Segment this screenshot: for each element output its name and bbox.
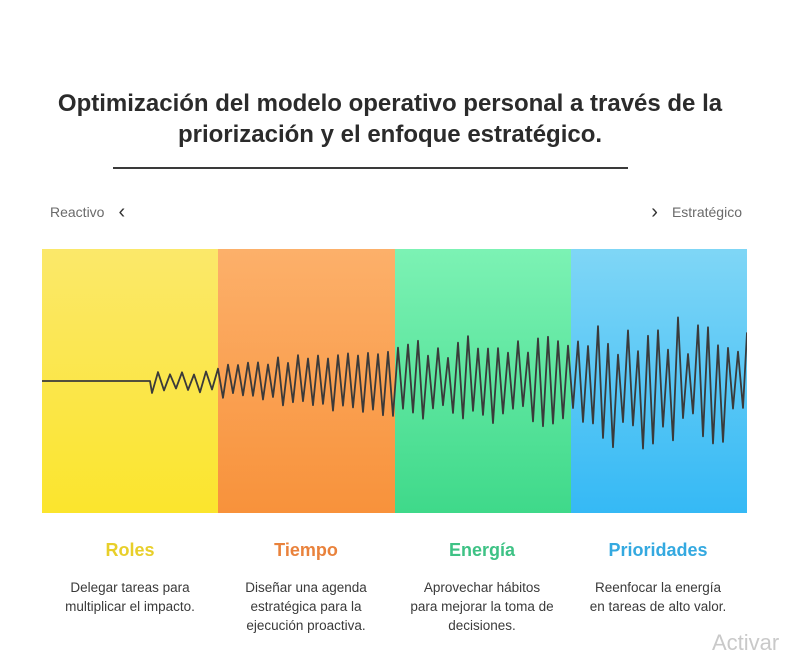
stage-title: Prioridades (608, 540, 708, 560)
stage-energia: Energía Aprovechar hábitos para mejorar … (394, 540, 570, 635)
stage-description: Delegar tareas para multiplicar el impac… (65, 580, 195, 614)
band-energia (395, 249, 571, 513)
stage-title: Roles (105, 540, 155, 560)
stage-tiempo: Tiempo Diseñar una agenda estratégica pa… (218, 540, 394, 635)
scale-start: Reactivo ‹ (50, 201, 126, 223)
stage-prioridades: Prioridades Reenfocar la energía en tare… (570, 540, 746, 635)
stage-description: Diseñar una agenda estratégica para la e… (245, 580, 367, 633)
scale-end-label: Estratégico (671, 204, 742, 220)
chevron-left-icon: ‹ (118, 201, 126, 223)
stage-description: Aprovechar hábitos para mejorar la toma … (410, 580, 554, 633)
stage-title: Energía (448, 540, 516, 560)
page-title: Optimización del modelo operativo person… (57, 90, 723, 148)
scale-end: › Estratégico (651, 201, 742, 223)
stage-roles: Roles Delegar tareas para multiplicar el… (42, 540, 218, 635)
stage-title: Tiempo (274, 540, 338, 560)
waveform-line (42, 316, 747, 450)
chevron-right-icon: › (651, 201, 658, 223)
title-divider (113, 167, 628, 169)
waveform-icon (42, 316, 747, 450)
stage-columns: Roles Delegar tareas para multiplicar el… (42, 540, 747, 635)
watermark-text: Activar (712, 630, 780, 654)
stage-description: Reenfocar la energía en tareas de alto v… (589, 580, 727, 614)
scale-start-label: Reactivo (50, 204, 105, 220)
